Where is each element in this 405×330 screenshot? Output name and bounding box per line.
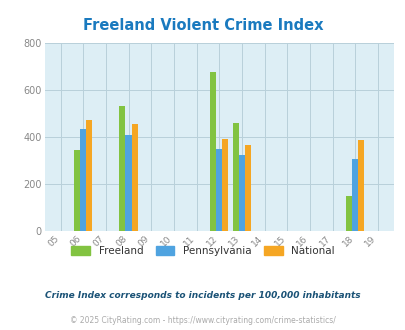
Bar [222, 139, 228, 231]
Bar [131, 124, 137, 231]
Bar [125, 135, 131, 231]
Text: © 2025 CityRating.com - https://www.cityrating.com/crime-statistics/: © 2025 CityRating.com - https://www.city… [70, 316, 335, 325]
Bar [358, 141, 364, 231]
Bar [80, 129, 86, 231]
Bar [215, 149, 222, 231]
Bar [352, 159, 358, 231]
Bar [232, 123, 238, 231]
Legend: Freeland, Pennsylvania, National: Freeland, Pennsylvania, National [67, 242, 338, 260]
Bar [74, 150, 80, 231]
Bar [209, 72, 215, 231]
Bar [119, 106, 125, 231]
Bar [244, 145, 250, 231]
Text: Freeland Violent Crime Index: Freeland Violent Crime Index [83, 18, 322, 33]
Bar [238, 154, 244, 231]
Bar [345, 196, 352, 231]
Text: Crime Index corresponds to incidents per 100,000 inhabitants: Crime Index corresponds to incidents per… [45, 291, 360, 300]
Bar [86, 120, 92, 231]
